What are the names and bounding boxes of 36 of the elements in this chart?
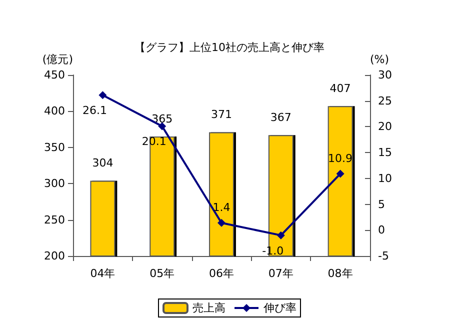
y-axis-title: (億元) bbox=[42, 53, 73, 66]
legend-label: 伸び率 bbox=[264, 302, 296, 314]
data-label: 407 bbox=[330, 82, 351, 96]
legend-label: 売上高 bbox=[192, 302, 226, 314]
y-tick-label: 350 bbox=[44, 140, 65, 154]
x-tick-label: 05年 bbox=[150, 267, 175, 280]
y2-tick-label: 30 bbox=[378, 68, 392, 82]
data-label: 371 bbox=[211, 108, 232, 122]
point bbox=[218, 218, 226, 227]
chart-title: 【グラフ】上位10社の売上高と伸び率 bbox=[134, 41, 324, 54]
y-tick-label: 200 bbox=[44, 250, 65, 262]
x-tick-label: 04年 bbox=[90, 267, 116, 280]
data-label: 1.4 bbox=[212, 200, 230, 214]
point bbox=[336, 170, 344, 178]
x-tick-label: 06年 bbox=[209, 267, 234, 280]
y-tick-label: 250 bbox=[44, 213, 65, 226]
y2-tick-label: -5 bbox=[378, 250, 389, 262]
x-tick-label: 08年 bbox=[328, 267, 353, 280]
data-label: 367 bbox=[270, 111, 292, 124]
y2-tick-label: 0 bbox=[378, 224, 385, 237]
y2-axis-title: (%) bbox=[370, 53, 390, 66]
y2-tick-label: 5 bbox=[378, 198, 385, 211]
data-label: 365 bbox=[152, 112, 173, 126]
y2-tick-label: 25 bbox=[378, 94, 392, 108]
x-tick-label: 07年 bbox=[268, 267, 294, 280]
y-tick-label: 400 bbox=[44, 104, 65, 118]
data-label: 26.1 bbox=[82, 104, 107, 118]
y-tick-label: 450 bbox=[44, 68, 65, 82]
y-tick-label: 300 bbox=[44, 177, 65, 190]
data-label: 304 bbox=[92, 156, 114, 170]
y2-tick-label: 20 bbox=[378, 120, 392, 134]
y2-tick-label: 10 bbox=[378, 172, 392, 185]
point bbox=[276, 231, 285, 240]
point bbox=[98, 91, 107, 100]
y2-tick-label: 15 bbox=[378, 146, 392, 160]
data-label: 10.9 bbox=[328, 152, 353, 165]
